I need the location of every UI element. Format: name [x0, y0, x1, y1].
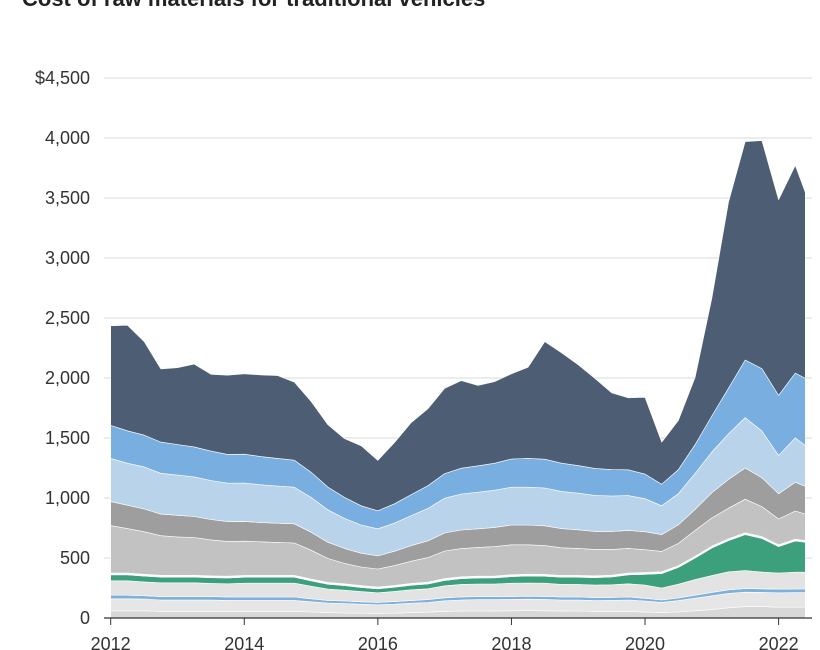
- x-tick-label-3: 2018: [491, 634, 531, 650]
- y-tick-label-3: 1,500: [45, 428, 90, 448]
- y-tick-label-9: $4,500: [35, 68, 90, 88]
- y-tick-label-2: 1,000: [45, 488, 90, 508]
- y-tick-label-6: 3,000: [45, 248, 90, 268]
- x-tick-label-5: 2022: [759, 634, 799, 650]
- area-series-10: [110, 140, 806, 512]
- chart-title: Cost of raw materials for traditional ve…: [22, 0, 485, 12]
- x-tick-label-4: 2020: [625, 634, 665, 650]
- y-tick-label-7: 3,500: [45, 188, 90, 208]
- y-tick-label-5: 2,500: [45, 308, 90, 328]
- y-tick-label-1: 500: [60, 548, 90, 568]
- y-tick-label-4: 2,000: [45, 368, 90, 388]
- x-tick-label-1: 2014: [224, 634, 264, 650]
- x-tick-label-2: 2016: [358, 634, 398, 650]
- x-tick-label-0: 2012: [91, 634, 131, 650]
- y-tick-label-0: 0: [80, 608, 90, 628]
- y-tick-label-8: 4,000: [45, 128, 90, 148]
